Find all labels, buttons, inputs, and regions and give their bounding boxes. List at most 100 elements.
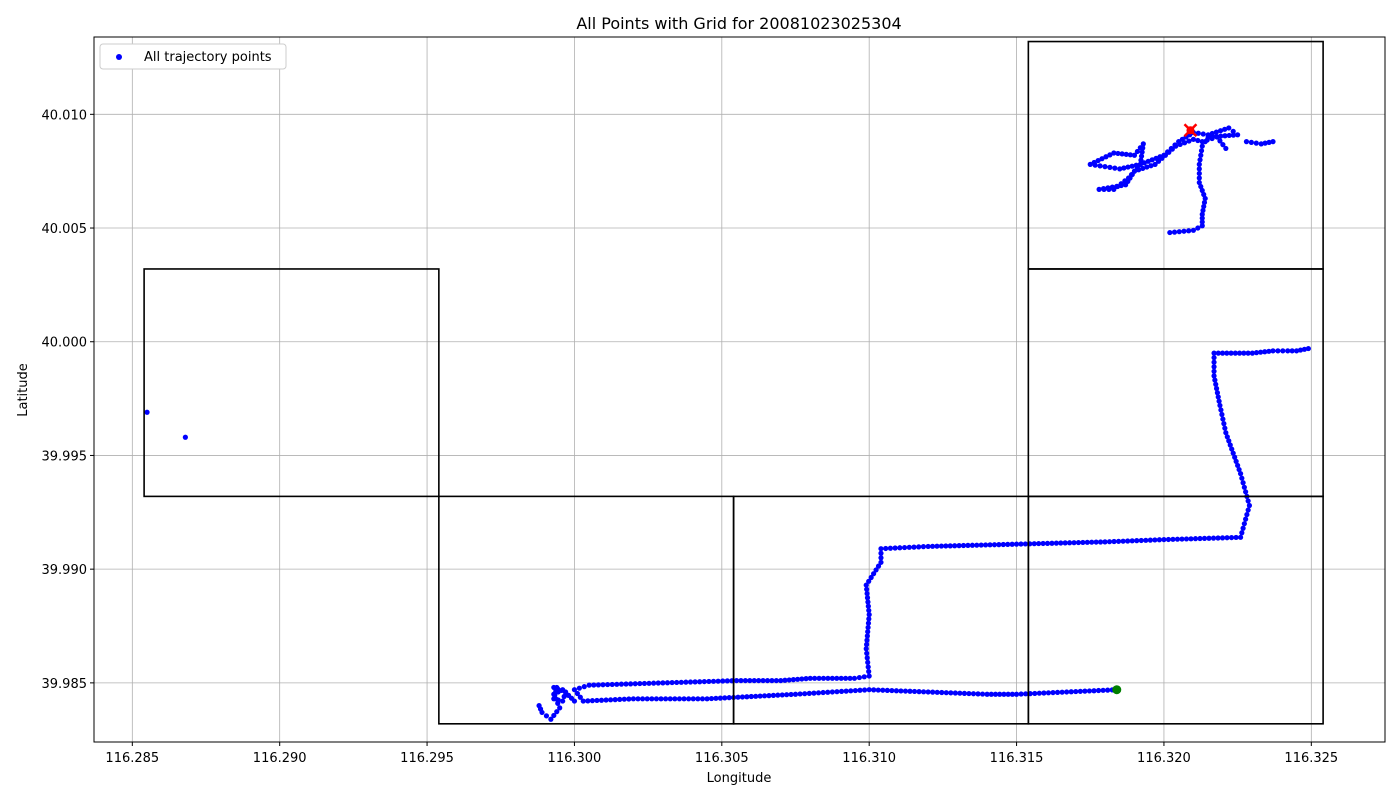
trajectory-point: [1270, 348, 1276, 354]
trajectory-point: [594, 697, 600, 704]
trajectory-point: [672, 696, 678, 702]
trajectory-point: [866, 673, 872, 679]
trajectory-point: [635, 696, 641, 702]
trajectory-point: [934, 689, 940, 695]
trajectory-point: [559, 687, 565, 694]
trajectory-point: [906, 544, 912, 550]
trajectory-point: [1213, 385, 1220, 392]
trajectory-point: [1198, 152, 1204, 158]
trajectory-point: [644, 696, 650, 702]
trajectory-point: [630, 696, 636, 702]
trajectory-point: [1000, 541, 1006, 548]
trajectory-point: [574, 690, 580, 697]
trajectory-point: [1161, 536, 1167, 543]
trajectory-point: [1297, 347, 1304, 353]
trajectory-point: [925, 543, 931, 550]
trajectory-point: [1222, 126, 1228, 132]
trajectory-point: [548, 716, 554, 722]
trajectory-point: [733, 677, 740, 684]
trajectory-point: [1144, 164, 1150, 170]
trajectory-point: [1236, 350, 1243, 356]
trajectory-point: [1149, 157, 1155, 163]
trajectory-point: [901, 544, 908, 551]
trajectory-point: [713, 695, 719, 701]
trajectory-point: [864, 590, 870, 597]
chart-title: All Points with Grid for 20081023025304: [576, 14, 901, 33]
trajectory-point: [847, 675, 853, 681]
trajectory-point: [1220, 416, 1226, 422]
start-end-markers: [1112, 123, 1198, 695]
trajectory-point: [580, 698, 586, 704]
trajectory-point: [897, 545, 903, 551]
trajectory-point: [920, 544, 927, 550]
trajectory-point: [1198, 183, 1204, 190]
trajectory-point: [1117, 166, 1123, 172]
trajectory-point: [182, 434, 188, 440]
trajectory-point: [1190, 136, 1197, 142]
trajectory-point: [1196, 170, 1202, 177]
trajectory-point: [761, 693, 768, 699]
trajectory-point: [536, 703, 542, 709]
trajectory-point: [766, 693, 772, 699]
trajectory-point: [1253, 350, 1260, 356]
trajectory-point: [683, 679, 689, 685]
x-tick-label: 116.290: [253, 751, 307, 766]
trajectory-point: [1219, 411, 1225, 418]
trajectory-point: [1186, 138, 1192, 144]
trajectory-point: [1135, 167, 1142, 173]
trajectory-point: [875, 687, 881, 693]
y-axis-label: Latitude: [16, 363, 31, 417]
trajectory-point: [1224, 434, 1230, 440]
trajectory-point: [595, 682, 601, 688]
trajectory-point: [1230, 132, 1237, 138]
trajectory-point: [1129, 163, 1135, 169]
trajectory-point: [699, 696, 706, 702]
trajectory-point: [1195, 225, 1201, 231]
trajectory-point: [825, 675, 831, 681]
trajectory-point: [1102, 164, 1108, 170]
y-tick-label: 39.990: [42, 563, 88, 578]
trajectory-point: [1050, 689, 1056, 696]
trajectory-point: [1080, 539, 1086, 546]
grid-cell: [143, 268, 440, 498]
trajectory-point: [717, 695, 723, 701]
trajectory-point: [710, 678, 717, 684]
trajectory-point: [623, 681, 629, 687]
trajectory-point: [887, 545, 894, 551]
trajectory-point: [1091, 688, 1097, 694]
trajectory-point: [1109, 184, 1115, 190]
trajectory-point: [554, 684, 560, 691]
trajectory-point: [1166, 149, 1172, 155]
trajectory-point: [1235, 132, 1241, 138]
trajectory-point: [865, 603, 871, 609]
trajectory-point: [943, 543, 949, 549]
trajectory-point: [799, 676, 805, 682]
trajectory-point: [838, 688, 845, 694]
x-tick-label: 116.285: [105, 751, 159, 766]
trajectory-point: [1218, 407, 1224, 413]
trajectory-point: [786, 677, 792, 683]
trajectory-point: [1201, 203, 1207, 210]
trajectory-point: [581, 684, 587, 690]
trajectory-point: [1115, 538, 1122, 544]
trajectory-point: [1280, 348, 1286, 354]
trajectory-point: [1289, 348, 1295, 354]
trajectory-point: [1222, 133, 1228, 139]
trajectory-point: [1111, 150, 1117, 156]
x-tick-label: 116.325: [1284, 751, 1338, 766]
trajectory-point: [952, 690, 958, 696]
trajectory-point: [561, 693, 567, 700]
trajectory-point: [1233, 534, 1239, 541]
trajectory-point: [1058, 540, 1064, 546]
trajectory-point: [1054, 689, 1061, 695]
trajectory-point: [1211, 359, 1217, 365]
trajectory-point: [1173, 143, 1179, 149]
trajectory-point: [1127, 152, 1133, 158]
trajectory-point: [1275, 348, 1281, 354]
trajectory-point: [907, 688, 913, 694]
trajectory-point: [1222, 425, 1228, 431]
trajectory-point: [704, 696, 710, 702]
trajectory-point: [1196, 175, 1202, 181]
trajectory-point: [1099, 156, 1105, 162]
trajectory-point: [1089, 539, 1095, 545]
